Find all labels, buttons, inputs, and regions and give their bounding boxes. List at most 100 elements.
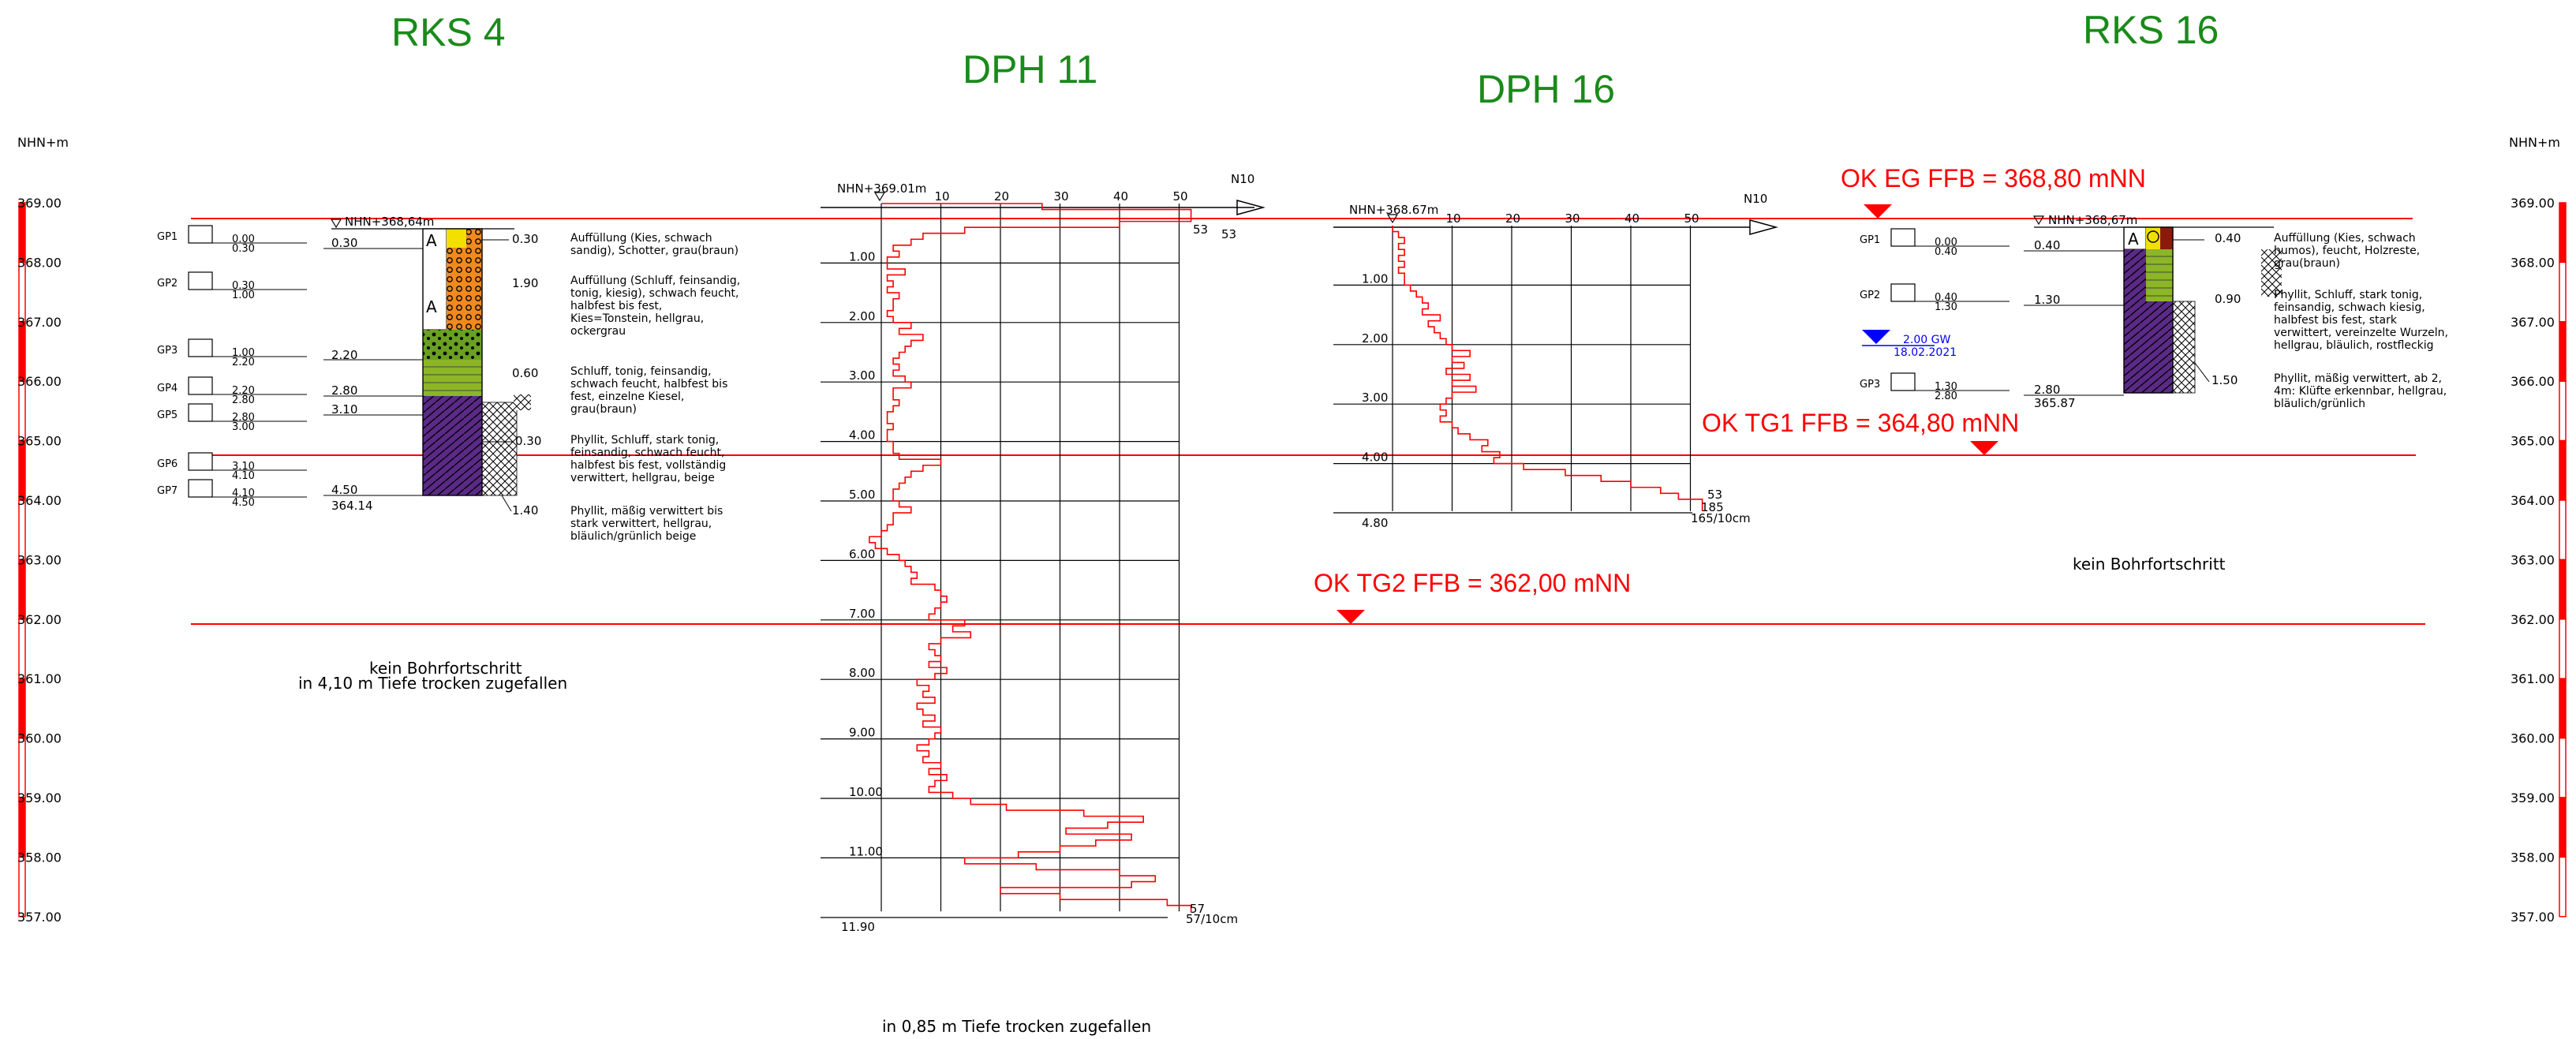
scale-label: 366.00 (17, 374, 62, 389)
layer-description: humos), feucht, Holzreste, (2274, 245, 2420, 257)
axis-arrow-icon (1749, 219, 1778, 235)
depth-label: 6.00 (849, 547, 875, 561)
rks4-right-mark: 0.30 (515, 434, 541, 448)
organic-symbol-icon (2147, 230, 2159, 243)
groundwater-marker-icon (1862, 330, 1890, 344)
layer-description: verwittert, vereinzelte Wurzeln, (2274, 327, 2448, 339)
scale-unit-label: NHN+m (17, 135, 69, 150)
dph16-blow-count-line (1392, 226, 1703, 511)
scale-label: 357.00 (2511, 910, 2555, 925)
layer-description: Schluff, tonig, feinsandig, (570, 365, 712, 378)
layer-description: hellgrau, bläulich, rostfleckig (2274, 339, 2434, 352)
rks4-end-elevation: 364.14 (331, 499, 373, 513)
rks16-gw-date: 18.02.2021 (1894, 346, 1957, 359)
sample-depth-to: 4.50 (232, 497, 255, 509)
depth-label: 1.00 (1362, 271, 1388, 286)
sample-box (188, 403, 213, 422)
layer-description: feinsandig, schwach kiesig, (2274, 301, 2425, 314)
dph11-top-label: NHN+369.01m (837, 181, 926, 196)
floor-level-tg2: OK TG2 FFB = 362,00 mNN (191, 569, 2425, 625)
layer-description: verwittert, hellgrau, beige (570, 472, 715, 484)
scale-label: 361.00 (17, 671, 62, 686)
scale-segment (2559, 737, 2567, 798)
axis-tick-label: 30 (1565, 211, 1580, 226)
sample-box (1890, 228, 1916, 247)
rks16-layer-depth: 0.40 (2034, 238, 2060, 252)
probe-dph16: NHN+368.67m N10 10 20 30 40 50 1.00 2.00 3.00 4… (1333, 192, 1778, 530)
scale-segment (18, 619, 26, 679)
title-rks16: RKS 16 (2083, 8, 2219, 52)
level-marker-icon (1864, 204, 1892, 219)
water-level-symbol-icon (2032, 215, 2045, 226)
scale-label: 365.00 (2511, 434, 2555, 449)
rks4-top-label: NHN+368,64m (345, 215, 434, 229)
level-marker-icon (1970, 441, 1998, 455)
scale-label: 368.00 (17, 255, 62, 270)
depth-label: 4.00 (1362, 450, 1388, 465)
rks4-right-mark: 0.60 (512, 366, 538, 380)
sample-id: GP1 (157, 231, 178, 243)
dph11-over-limit: 53 (1193, 222, 1208, 237)
sample-box (188, 225, 213, 244)
layer-description: schwach feucht, halbfest bis (570, 378, 727, 391)
sample-id: GP3 (1860, 379, 1880, 391)
scale-segment (2559, 439, 2567, 501)
left-elevation-scale: NHN+m 369.00 368.00 367.00 366.00 365.00 364.… (17, 135, 69, 925)
dph16-end-label: 53 (1707, 488, 1722, 502)
rks16-end-elevation: 365.87 (2034, 396, 2076, 410)
scale-label: 364.00 (17, 493, 62, 508)
rks4-right-mark: 0.30 (512, 232, 538, 246)
column-letter: A (426, 297, 437, 316)
dph11-end-label: 57/10cm (1186, 912, 1238, 926)
dph11-n-label: N10 (1231, 172, 1254, 186)
sample-depth-from: 4.10 (232, 488, 255, 499)
depth-label: 1.00 (849, 249, 875, 263)
layer-description: Auffüllung (Schluff, feinsandig, (570, 275, 740, 287)
sample-depth-to: 3.00 (232, 421, 255, 433)
scale-segment (18, 797, 26, 858)
column-letter: A (426, 231, 437, 250)
sample-id: GP5 (157, 409, 178, 421)
axis-tick-label: 10 (1446, 211, 1461, 226)
scale-segment (2559, 678, 2567, 739)
sample-id: GP4 (157, 383, 178, 394)
scale-label: 364.00 (2511, 493, 2555, 508)
rks16-right-mark: 1.50 (2211, 373, 2238, 387)
scale-segment (18, 678, 26, 739)
axis-tick-label: 40 (1113, 189, 1128, 204)
layer-description: 4m: Klüfte erkennbar, hellgrau, (2274, 385, 2447, 398)
title-rks4: RKS 4 (391, 10, 506, 54)
rks4-layer-depth: 2.80 (331, 383, 357, 398)
probe-dph11: NHN+369.01m N10 10 20 30 40 50 1.00 2.00 3.00 4… (821, 172, 1266, 1036)
layer-description: Auffüllung (Kies, schwach (570, 232, 712, 245)
rks16-layer-depth: 1.30 (2034, 293, 2060, 307)
dph11-end-depth: 11.90 (841, 920, 875, 934)
dph16-end-depth: 4.80 (1362, 516, 1388, 530)
sample-box (1890, 372, 1916, 391)
axis-tick-label: 30 (1054, 189, 1069, 204)
scale-segment (2559, 619, 2567, 679)
layer-description: fest, einzelne Kiesel, (570, 391, 684, 403)
layer-description: Kies=Tonstein, hellgrau, (570, 312, 704, 325)
scale-segment (2559, 797, 2567, 858)
probe-top-symbol-icon (873, 192, 886, 202)
dph16-top-label: NHN+368.67m (1349, 203, 1438, 217)
title-dph16: DPH 16 (1477, 67, 1615, 111)
sample-depth-from: 3.10 (232, 461, 255, 473)
rks4-right-mark: 1.40 (512, 503, 538, 518)
sample-depth-to: 2.20 (232, 357, 255, 368)
scale-label: 360.00 (17, 731, 62, 746)
axis-arrow-icon (1236, 200, 1266, 215)
level-label-eg: OK EG FFB = 368,80 mNN (1841, 164, 2146, 192)
dph11-over-limit: 53 (1221, 227, 1236, 241)
sample-depth-to: 2.80 (1935, 391, 1957, 402)
floor-level-tg1: OK TG1 FFB = 364,80 mNN (191, 409, 2416, 456)
sample-depth-from: 1.00 (232, 347, 255, 359)
dph16-n-label: N10 (1744, 192, 1767, 206)
scale-segment (18, 856, 26, 918)
rks16-note: kein Bohrfortschritt (2073, 555, 2226, 574)
sample-id: GP6 (157, 458, 178, 470)
depth-label: 10.00 (849, 785, 883, 799)
sample-depth-from: 2.80 (232, 412, 255, 424)
scale-segment (2559, 559, 2567, 620)
